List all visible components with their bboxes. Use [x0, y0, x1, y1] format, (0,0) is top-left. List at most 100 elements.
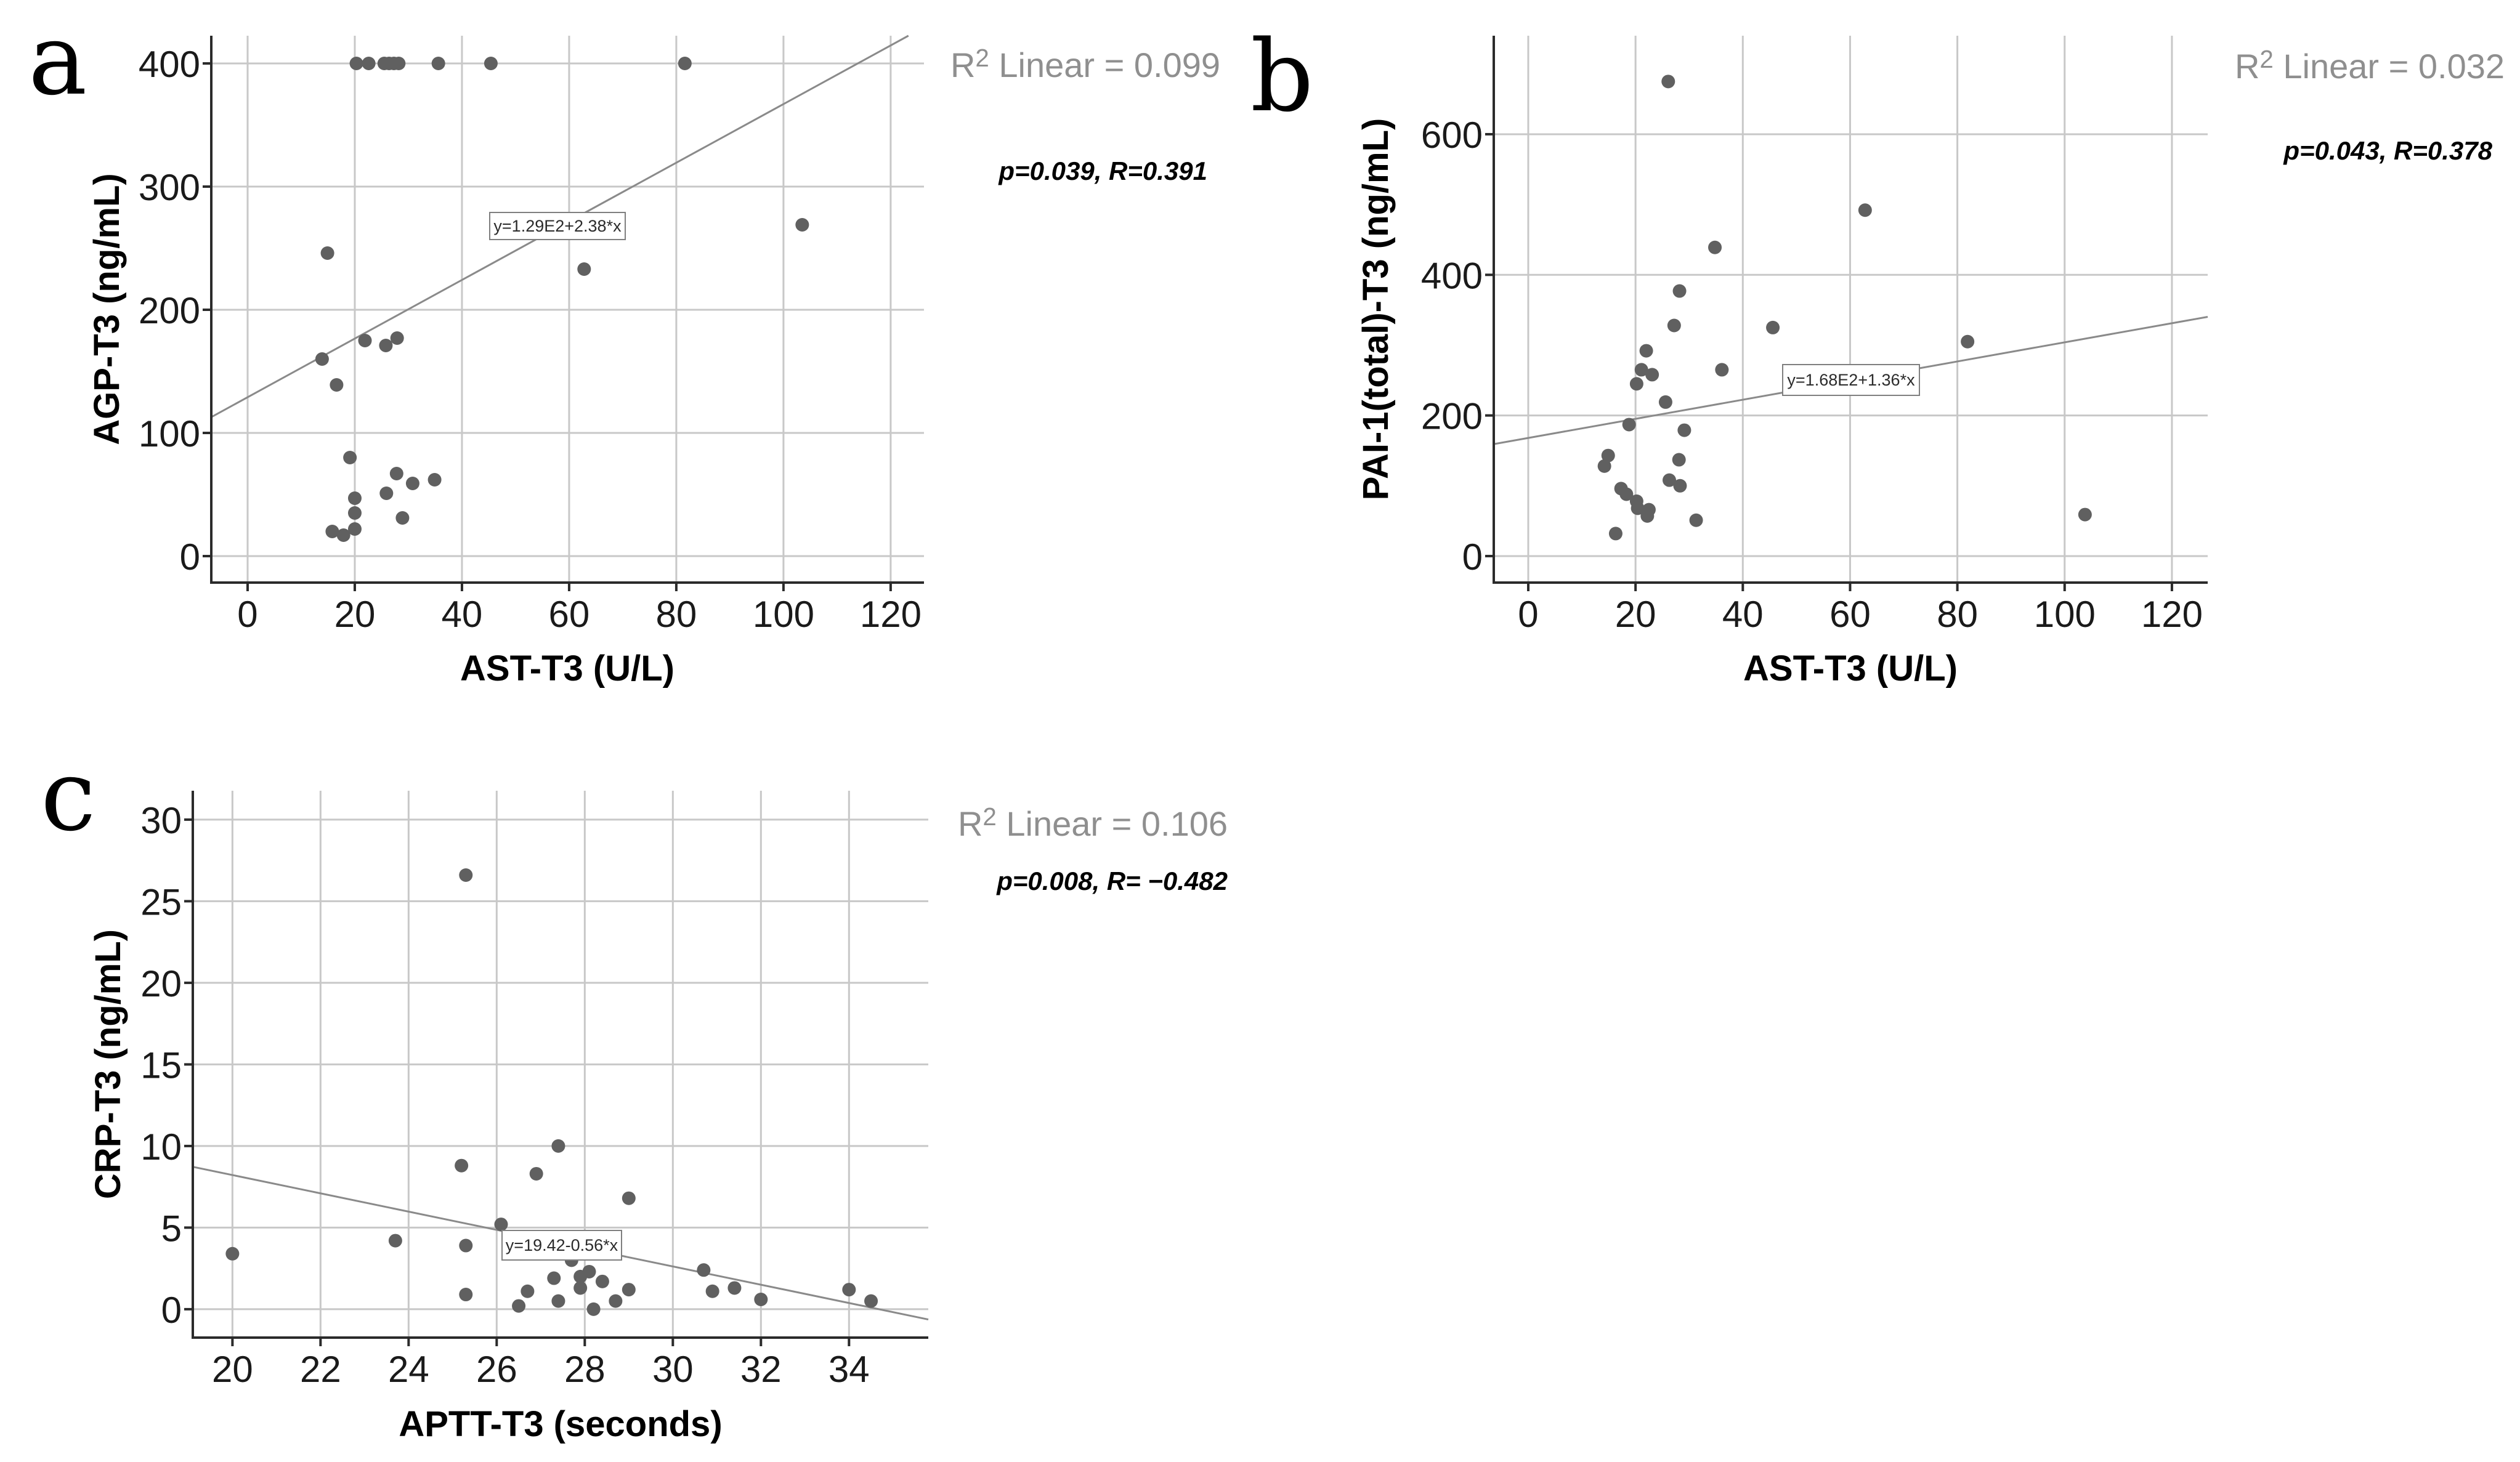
- scatter-point: [1608, 527, 1623, 541]
- scatter-point: [427, 473, 442, 487]
- scatter-point: [705, 1284, 719, 1298]
- regression-equation-label-c: y=19.42-0.56*x: [501, 1230, 622, 1261]
- x-tick-label: 32: [740, 1349, 782, 1390]
- scatter-point: [609, 1294, 623, 1308]
- scatter-point: [494, 1218, 508, 1232]
- r2-rest: Linear = 0.099: [989, 46, 1220, 84]
- scatter-point: [459, 1238, 473, 1253]
- p-value-annotation-c: p=0.008, R= −0.482: [997, 866, 1228, 895]
- x-tick-label: 80: [1937, 594, 1978, 635]
- x-tick-label: 26: [476, 1349, 517, 1390]
- scatter-point: [678, 57, 692, 70]
- x-tick-label: 34: [829, 1349, 870, 1390]
- scatter-point: [1766, 320, 1780, 334]
- scatter-point: [1708, 240, 1722, 254]
- regression-equation-label-a: y=1.29E2+2.38*x: [489, 212, 626, 240]
- scatter-point: [390, 331, 404, 345]
- scatter-point: [1673, 479, 1687, 493]
- scatter-point: [586, 1302, 601, 1316]
- panel-label-b: b: [1250, 18, 1314, 134]
- x-axis-title: AST-T3 (U/L): [460, 648, 675, 689]
- panel-label-a: a: [28, 2, 87, 117]
- x-axis-title: APTT-T3 (seconds): [399, 1404, 722, 1444]
- scatter-point: [2078, 507, 2092, 522]
- scatter-point: [225, 1246, 240, 1261]
- x-tick-label: 0: [1518, 594, 1538, 635]
- scatter-point: [795, 218, 809, 232]
- x-tick-label: 60: [549, 594, 590, 635]
- scatter-point: [864, 1294, 878, 1308]
- x-tick-label: 20: [334, 594, 376, 635]
- y-tick-label: 30: [140, 800, 182, 841]
- r2-annotation-b: R2 Linear = 0.032: [2235, 47, 2505, 86]
- regression-equation-label-b: y=1.68E2+1.36*x: [1782, 364, 1920, 396]
- scatter-point: [358, 334, 372, 347]
- scatter-point: [1597, 459, 1611, 473]
- scatter-point: [347, 506, 362, 520]
- y-tick-label: 400: [139, 44, 200, 85]
- p-value-annotation-a: p=0.039, R=0.391: [999, 156, 1207, 185]
- x-tick-label: 120: [2141, 594, 2203, 635]
- x-tick-label: 22: [300, 1349, 341, 1390]
- p-value-annotation-b: p=0.043, R=0.378: [2283, 136, 2492, 165]
- x-tick-label: 100: [753, 594, 814, 635]
- scatter-point: [431, 57, 445, 70]
- scatter-point: [1677, 423, 1691, 437]
- scatter-point: [551, 1139, 565, 1153]
- scatter-point: [455, 1158, 469, 1173]
- scatter-point: [1645, 368, 1659, 382]
- scatter-point: [1629, 377, 1643, 391]
- chart-panel-c: 20 22 24 26 28 30 32 34 0 5 10 15 20 25 30 APTT-T3 (sec…: [88, 791, 929, 1444]
- y-axis-title: CRP-T3 (ng/mL): [88, 929, 128, 1199]
- scatter-point: [315, 352, 329, 366]
- scatter-point: [754, 1292, 768, 1306]
- scatter-point: [512, 1299, 526, 1313]
- y-tick-label: 0: [161, 1290, 182, 1331]
- scatter-point: [547, 1271, 561, 1285]
- r2-base: R: [950, 46, 976, 84]
- r2-rest: Linear = 0.106: [996, 804, 1228, 843]
- y-tick-label: 100: [139, 413, 200, 454]
- scatter-point: [484, 57, 498, 70]
- y-tick-label: 15: [140, 1044, 182, 1086]
- scatter-point: [459, 1288, 473, 1302]
- scatter-point: [1661, 75, 1675, 89]
- scatter-point: [842, 1283, 856, 1297]
- scatter-point: [1639, 344, 1653, 358]
- scatter-point: [336, 528, 350, 542]
- scatter-point: [622, 1191, 636, 1205]
- scatter-point: [1715, 363, 1729, 377]
- y-axis-title: PAI-1(total)-T3 (ng/mL): [1356, 118, 1396, 501]
- scatter-point: [577, 262, 591, 276]
- x-tick-label: 100: [2034, 594, 2096, 635]
- scatter-point: [1672, 453, 1686, 467]
- scatter-point: [551, 1294, 565, 1308]
- x-tick-label: 0: [237, 594, 257, 635]
- scatter-point: [573, 1281, 588, 1295]
- scatter-point: [1689, 513, 1703, 527]
- scatter-point: [330, 378, 344, 392]
- x-tick-label: 20: [212, 1349, 253, 1390]
- scatter-point: [1961, 334, 1975, 349]
- scatter-point: [1631, 501, 1645, 515]
- scatter-point: [379, 487, 394, 500]
- r2-rest: Linear = 0.032: [2273, 47, 2505, 86]
- chart-panel-b: 0 20 40 60 80 100 120 0 200 400 600 AST-T3 (U/L) PAI…: [1356, 36, 2208, 689]
- scatter-point: [622, 1283, 636, 1297]
- scatter-point: [1619, 487, 1634, 501]
- y-tick-label: 20: [140, 963, 182, 1004]
- r2-superscript: 2: [982, 802, 997, 831]
- scatter-point: [388, 1234, 402, 1248]
- scatter-point: [1672, 284, 1687, 298]
- x-tick-label: 28: [564, 1349, 606, 1390]
- x-tick-label: 30: [652, 1349, 694, 1390]
- x-tick-label: 40: [1722, 594, 1764, 635]
- scatter-point: [320, 246, 334, 260]
- scatter-point: [347, 491, 362, 505]
- x-tick-label: 24: [388, 1349, 429, 1390]
- scatter-point: [595, 1274, 609, 1288]
- y-axis-title: AGP-T3 (ng/mL): [87, 173, 127, 445]
- scatter-point: [343, 451, 357, 464]
